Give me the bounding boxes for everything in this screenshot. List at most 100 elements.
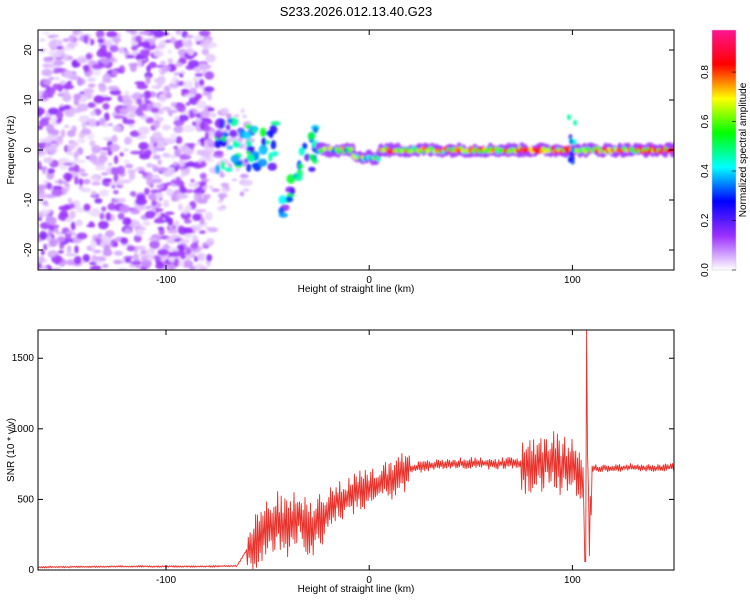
transition-blob [257, 158, 268, 167]
colorbar-ticks: 0.0 0.2 0.4 0.6 0.8 [700, 65, 736, 277]
spectrogram-x-axis-title: Height of straight line (km) [298, 284, 415, 295]
noise-blob [64, 183, 70, 187]
noise-blob [129, 130, 141, 137]
transition-blob [270, 121, 281, 126]
noise-blob [169, 83, 180, 87]
noise-blob [150, 107, 159, 113]
transition-blob [246, 163, 252, 172]
noise-blob [122, 217, 132, 226]
noise-blob [55, 46, 64, 50]
noise-blob [163, 85, 171, 93]
noise-blob [113, 115, 125, 119]
noise-blob [175, 79, 180, 84]
noise-blob [75, 159, 87, 163]
noise-blob [158, 93, 168, 103]
noise-blob [83, 88, 95, 95]
noise-blob [104, 112, 110, 122]
transition-blob [252, 128, 257, 134]
noise-blob [129, 209, 141, 214]
snr-x-ticks: -100 0 100 [156, 330, 581, 586]
snr-background [38, 330, 674, 570]
noise-blob [41, 117, 51, 121]
noise-blob [157, 159, 162, 166]
noise-blob [180, 250, 186, 260]
noise-blob [152, 178, 163, 183]
snr-series-line [38, 330, 674, 570]
noise-blob [130, 94, 141, 99]
noise-blob [123, 136, 133, 145]
noise-blob [123, 255, 134, 260]
noise-blob [128, 112, 136, 119]
noise-blob [139, 93, 145, 99]
noise-blob [80, 187, 92, 193]
noise-blob [240, 108, 245, 114]
tone-spike [572, 139, 577, 146]
noise-blob [109, 182, 118, 186]
noise-blob [182, 259, 194, 268]
noise-blob [45, 94, 54, 98]
spectrogram-y-axis-title: Frequency (Hz) [6, 116, 17, 185]
noise-blob [205, 238, 215, 247]
transition-blob [269, 124, 278, 135]
noise-blob [119, 152, 124, 157]
noise-blob [38, 184, 48, 190]
snr-y-axis-title: SNR (10 * v/v) [6, 418, 17, 482]
noise-blob [178, 260, 185, 267]
noise-blob [141, 41, 151, 49]
noise-blob [185, 247, 192, 255]
noise-blob [169, 154, 177, 159]
noise-blob [203, 86, 215, 93]
noise-blob [167, 49, 173, 55]
noise-blob [46, 123, 55, 133]
noise-blob [207, 131, 216, 137]
noise-blob [117, 178, 125, 186]
spectrogram-x-tick-label: -100 [156, 275, 176, 286]
noise-blob [145, 75, 151, 85]
noise-blob [42, 63, 52, 68]
noise-blob [64, 110, 75, 118]
noise-blob [65, 217, 73, 223]
noise-blob [160, 39, 167, 45]
noise-blob [77, 32, 85, 36]
noise-blob [130, 150, 142, 155]
noise-blob [200, 137, 205, 147]
tone-spike [573, 119, 578, 126]
noise-blob [95, 30, 105, 39]
noise-blob [154, 102, 162, 109]
noise-blob [170, 133, 177, 142]
noise-blob [136, 98, 142, 105]
noise-blob [146, 257, 155, 261]
transition-blob [232, 139, 238, 147]
noise-blob [117, 94, 123, 102]
noise-blob [120, 237, 129, 245]
noise-blob [68, 34, 76, 43]
noise-blob [125, 30, 135, 33]
noise-blob [60, 210, 69, 218]
noise-blob [153, 119, 161, 129]
noise-blob [136, 245, 146, 251]
noise-blob [96, 256, 106, 262]
noise-blob [117, 212, 125, 220]
noise-blob [173, 125, 184, 134]
noise-blob [77, 57, 87, 64]
noise-blob [161, 64, 171, 73]
noise-blob [165, 211, 175, 215]
noise-blob [112, 37, 122, 43]
noise-blob [152, 154, 161, 160]
noise-blob [198, 79, 205, 86]
tone-core [537, 145, 542, 151]
noise-blob [113, 190, 119, 195]
noise-blob [186, 161, 196, 168]
noise-blob [43, 203, 50, 207]
noise-blob [153, 50, 164, 58]
noise-blob [62, 227, 70, 233]
noise-blob [80, 173, 89, 177]
noise-blob [180, 211, 192, 220]
noise-blob [105, 212, 112, 221]
noise-blob [180, 70, 186, 75]
noise-blob [118, 47, 125, 54]
tone-core [638, 145, 643, 151]
noise-blob [51, 254, 63, 264]
noise-blob [38, 107, 45, 116]
noise-blob [162, 170, 173, 177]
